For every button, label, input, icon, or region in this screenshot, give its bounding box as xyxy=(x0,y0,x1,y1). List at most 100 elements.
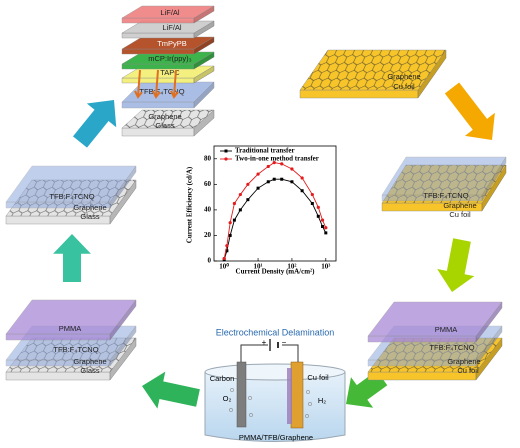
data-point xyxy=(310,192,314,197)
data-point xyxy=(316,205,320,209)
data-point xyxy=(232,218,236,222)
data-point xyxy=(225,249,229,253)
slab-top xyxy=(121,81,215,103)
layer-label: TFB:F₄TCNQ xyxy=(423,191,468,200)
data-point xyxy=(272,177,276,181)
wire xyxy=(240,344,299,362)
layer-label: PMMA xyxy=(435,325,458,334)
data-point xyxy=(272,161,276,165)
layer-label: Graphene xyxy=(443,201,476,210)
x-tick-label: 10¹ xyxy=(254,263,263,271)
layer-label: TFB:F₄TCNQ xyxy=(139,87,184,96)
slab-front xyxy=(367,335,477,343)
y-tick-label: 40 xyxy=(204,205,212,213)
slab-front xyxy=(121,101,195,109)
arrow xyxy=(53,234,91,282)
layer-label: TmPyPB xyxy=(157,39,187,48)
layer-label: Graphene xyxy=(73,203,106,212)
slab-top xyxy=(367,301,503,337)
process-arrows xyxy=(53,82,495,409)
layer-label: TFB:F₄TCNQ xyxy=(53,345,98,354)
data-point xyxy=(246,198,250,202)
layer-label: Cu foil xyxy=(393,82,415,91)
x-tick-label: 10² xyxy=(287,263,296,271)
anode-gas: O₂ xyxy=(223,394,232,403)
graphene xyxy=(122,110,214,128)
data-point xyxy=(320,218,325,222)
data-point xyxy=(222,256,226,261)
x-axis-title: Current Density (mA/cm²) xyxy=(236,268,316,276)
sample-label: PMMA/TFB/Graphene xyxy=(239,433,313,442)
data-point xyxy=(232,201,236,206)
slab-front xyxy=(121,63,195,70)
data-point xyxy=(238,192,242,197)
cathode-label: Cu foil xyxy=(307,373,329,382)
data-point xyxy=(256,186,260,190)
layer-label: TAPC xyxy=(160,68,180,77)
y-tick-label: 20 xyxy=(204,231,212,239)
layer-label: Graphene xyxy=(73,357,106,366)
data-point xyxy=(228,233,232,237)
cathode-gas: H₂ xyxy=(318,396,326,405)
data-point xyxy=(321,225,325,228)
slab-top xyxy=(121,36,215,50)
legend-label: Two-in-one method transfer xyxy=(235,155,319,163)
slab-top xyxy=(121,51,215,65)
layer-label: Graphene xyxy=(148,112,181,121)
y-tick-label: 0 xyxy=(208,257,212,265)
anode-label: Carbon xyxy=(210,374,235,383)
layer-label: mCP:Ir(ppy)₃ xyxy=(148,54,191,63)
data-point xyxy=(290,180,294,184)
data-point xyxy=(324,231,328,235)
slab-front xyxy=(5,333,111,341)
data-point xyxy=(225,244,229,248)
layer-label: Glass xyxy=(155,121,174,130)
data-point xyxy=(324,226,328,230)
data-point xyxy=(280,177,284,181)
slab-front xyxy=(299,89,419,99)
plus-sign: + xyxy=(262,338,267,347)
bubbles xyxy=(229,388,312,418)
layer-label: Cu foil xyxy=(457,366,479,375)
arrow xyxy=(437,238,475,292)
carbon-electrode xyxy=(236,361,247,428)
exciton-arrow xyxy=(152,69,161,99)
legend-label: Traditional transfer xyxy=(235,147,295,155)
slab-front xyxy=(121,32,195,39)
inset-chart: Current Efficiency (cd/A) Current Densit… xyxy=(178,140,346,278)
y-axis-title: Current Efficiency (cd/A) xyxy=(186,166,194,243)
slab-top xyxy=(121,20,215,34)
legend-marker xyxy=(224,149,228,153)
legend-marker xyxy=(224,157,228,161)
layer-label: TFB:F₄TCNQ xyxy=(429,343,474,352)
layer-label: Cu foil xyxy=(449,210,471,219)
slab-top xyxy=(121,5,215,19)
data-point xyxy=(246,182,250,186)
data-point xyxy=(300,176,304,180)
slab-top xyxy=(5,165,137,203)
x-tick-label: 10⁰ xyxy=(219,263,229,271)
layer-label: Glass xyxy=(80,366,99,375)
data-point xyxy=(300,189,304,193)
arrow xyxy=(444,82,495,140)
exciton-arrow xyxy=(134,69,143,99)
slab-front xyxy=(121,17,195,24)
data-point xyxy=(290,167,294,171)
exciton-arrow xyxy=(170,69,179,99)
series-line xyxy=(223,162,327,259)
graphene xyxy=(300,50,446,90)
data-point xyxy=(280,162,284,166)
data-point xyxy=(228,221,232,225)
series-line xyxy=(223,178,327,260)
slab-top xyxy=(381,156,507,196)
layer-label: PMMA xyxy=(59,324,82,333)
y-tick-label: 80 xyxy=(204,154,212,162)
layer-label: LiF/Al xyxy=(160,8,180,17)
data-point xyxy=(316,214,320,218)
arrow xyxy=(142,371,200,409)
data-point xyxy=(266,180,270,184)
minus-sign: − xyxy=(282,338,287,347)
slab-top xyxy=(5,299,137,335)
x-tick-label: 10³ xyxy=(321,263,330,271)
plot-frame xyxy=(213,145,337,262)
